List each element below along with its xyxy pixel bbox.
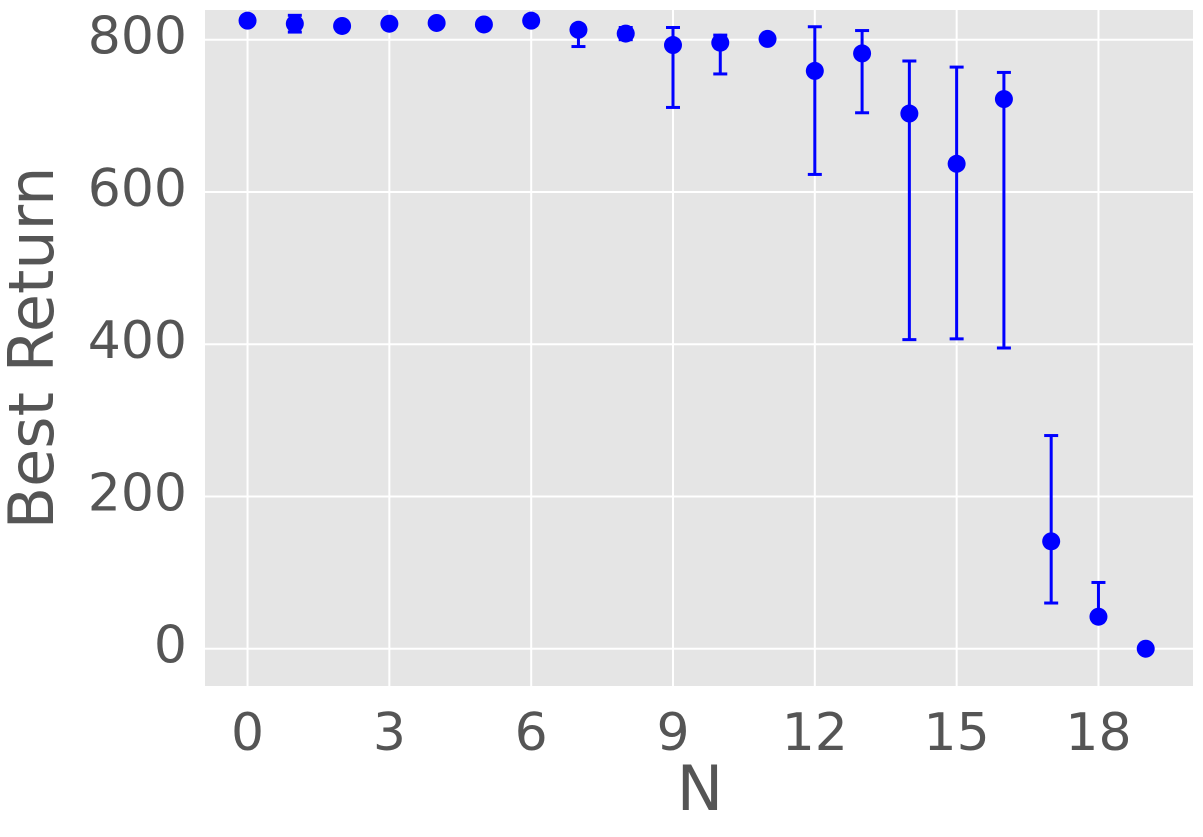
x-tick-label: 12 xyxy=(782,703,848,763)
point xyxy=(1136,639,1155,658)
point xyxy=(1089,607,1108,626)
x-tick-label: 6 xyxy=(515,703,548,763)
point xyxy=(380,14,399,33)
point xyxy=(853,44,872,63)
point xyxy=(238,11,257,30)
point xyxy=(805,61,824,80)
y-tick-label: 200 xyxy=(88,463,187,523)
point xyxy=(947,154,966,173)
y-tick-label: 600 xyxy=(88,159,187,219)
point xyxy=(900,104,919,123)
x-tick-label: 15 xyxy=(924,703,990,763)
x-tick-label: 0 xyxy=(231,703,264,763)
point xyxy=(427,13,446,32)
x-tick-label: 18 xyxy=(1065,703,1131,763)
error-bar xyxy=(855,29,870,115)
point xyxy=(616,24,635,43)
point xyxy=(994,90,1013,109)
point xyxy=(474,15,493,34)
y-axis-label: Best Return xyxy=(0,167,68,530)
plot-area xyxy=(205,10,1193,686)
y-tick-label: 0 xyxy=(154,616,187,676)
point xyxy=(758,29,777,48)
point xyxy=(664,36,682,55)
point xyxy=(333,16,352,35)
x-axis-label: N xyxy=(677,752,723,825)
y-tick-label: 800 xyxy=(88,7,187,67)
point xyxy=(285,14,304,33)
error-bar xyxy=(1044,434,1059,605)
point xyxy=(711,33,730,52)
x-tick-label: 3 xyxy=(373,703,406,763)
x-tick-label: 9 xyxy=(656,703,689,763)
point xyxy=(569,20,588,39)
point xyxy=(1042,532,1061,551)
error-bar xyxy=(996,70,1011,350)
y-tick-label: 400 xyxy=(88,311,187,371)
point xyxy=(522,11,541,30)
error-bar xyxy=(949,65,964,341)
error-bar xyxy=(807,25,822,176)
